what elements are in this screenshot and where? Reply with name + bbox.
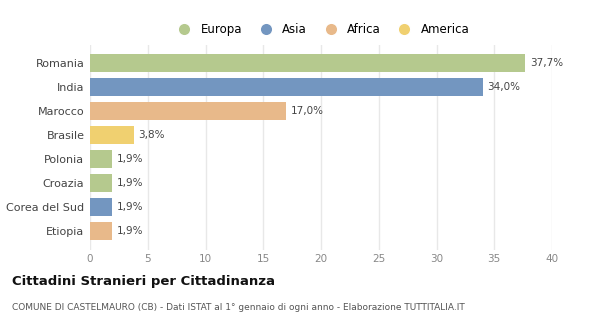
Bar: [90, 78, 483, 96]
Text: 1,9%: 1,9%: [116, 178, 143, 188]
Bar: [90, 222, 112, 240]
Text: 37,7%: 37,7%: [530, 58, 563, 68]
Bar: [90, 102, 286, 120]
Legend: Europa, Asia, Africa, America: Europa, Asia, Africa, America: [167, 18, 475, 40]
Text: 17,0%: 17,0%: [291, 106, 324, 116]
Text: Cittadini Stranieri per Cittadinanza: Cittadini Stranieri per Cittadinanza: [12, 275, 275, 288]
Text: 3,8%: 3,8%: [139, 130, 165, 140]
Bar: [90, 126, 134, 144]
Bar: [90, 150, 112, 168]
Text: COMUNE DI CASTELMAURO (CB) - Dati ISTAT al 1° gennaio di ogni anno - Elaborazion: COMUNE DI CASTELMAURO (CB) - Dati ISTAT …: [12, 303, 465, 312]
Text: 1,9%: 1,9%: [116, 154, 143, 164]
Text: 1,9%: 1,9%: [116, 226, 143, 236]
Text: 34,0%: 34,0%: [487, 82, 520, 92]
Bar: [90, 174, 112, 192]
Bar: [90, 198, 112, 216]
Text: 1,9%: 1,9%: [116, 202, 143, 212]
Bar: [90, 54, 526, 72]
